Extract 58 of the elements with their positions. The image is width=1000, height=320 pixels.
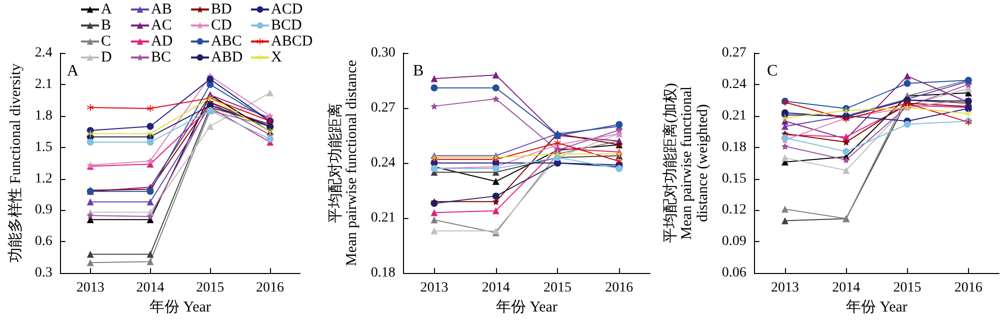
legend-label: B: [101, 18, 112, 34]
y-tick-label: 0.6: [34, 234, 52, 250]
y-tick-label: 0.27: [370, 100, 396, 116]
legend-label: BD: [211, 2, 232, 18]
x-tick-label: 2015: [196, 280, 224, 296]
legend-label: AC: [151, 18, 172, 34]
legend-label: ABD: [211, 50, 243, 66]
y-axis-title: 平均配对功能距离(加权) Mean pairwise functional distance (weighted): [662, 83, 711, 244]
legend-label: D: [101, 50, 112, 66]
text: C: [767, 62, 778, 80]
legend-label: A: [101, 2, 112, 18]
y-tick-label: 0.24: [722, 76, 746, 92]
y-tick-label: 0.18: [722, 140, 746, 155]
x-tick-label: 2016: [256, 280, 284, 296]
y-tick-label: 0.12: [722, 202, 746, 218]
y-tick-label: 1.5: [34, 140, 52, 155]
x-tick-label: 2015: [893, 280, 922, 296]
y-axis-title: 平均配对功能距离 Mean pairwise functional distance: [327, 60, 360, 266]
x-tick-label: 2015: [544, 280, 572, 296]
legend-label: CD: [211, 18, 232, 34]
x-axis-title: 年份 Year: [846, 298, 908, 316]
y-tick-label: 0.21: [370, 210, 396, 226]
y-tick-label: 0.30: [370, 46, 396, 60]
y-tick-label: 2.4: [34, 46, 52, 60]
legend-label: BCD: [271, 18, 302, 34]
x-tick-label: 2013: [420, 280, 448, 296]
text: A: [67, 62, 79, 80]
x-axis-title: 年份 Year: [149, 298, 211, 316]
x-tick-label: 2014: [832, 280, 860, 296]
x-tick-label: 2016: [605, 280, 634, 296]
legend-label: X: [271, 50, 282, 66]
x-tick-label: 2014: [482, 280, 510, 296]
legend-label: BC: [151, 50, 172, 66]
y-tick-label: 0.18: [370, 266, 396, 281]
legend-label: ABCD: [271, 34, 313, 50]
y-tick-label: 0.3: [34, 266, 52, 281]
legend-label: AD: [151, 34, 173, 50]
legend-label: ABC: [211, 34, 242, 50]
y-tick-label: 0.27: [722, 46, 746, 60]
legend-label: C: [101, 34, 112, 50]
y-tick-label: 0.21: [722, 108, 746, 124]
x-tick-label: 2013: [76, 280, 104, 296]
y-tick-label: 0.06: [722, 266, 746, 281]
x-tick-label: 2016: [954, 280, 982, 296]
y-tick-label: 0.15: [722, 171, 746, 186]
y-tick-label: 2.1: [34, 76, 52, 92]
legend-label: ACD: [271, 2, 303, 18]
legend-label: AB: [151, 2, 172, 18]
y-axis-title: 功能多样性 Functional diversity: [7, 62, 24, 263]
y-tick-label: 0.09: [722, 234, 746, 250]
x-tick-label: 2013: [770, 280, 799, 296]
y-tick-label: 1.2: [34, 171, 52, 186]
y-tick-label: 1.8: [34, 108, 52, 124]
text: B: [413, 62, 424, 80]
y-tick-label: 0.9: [34, 202, 52, 218]
x-tick-label: 2014: [136, 280, 164, 296]
x-axis-title: 年份 Year: [496, 298, 558, 316]
y-tick-label: 0.24: [370, 156, 396, 171]
